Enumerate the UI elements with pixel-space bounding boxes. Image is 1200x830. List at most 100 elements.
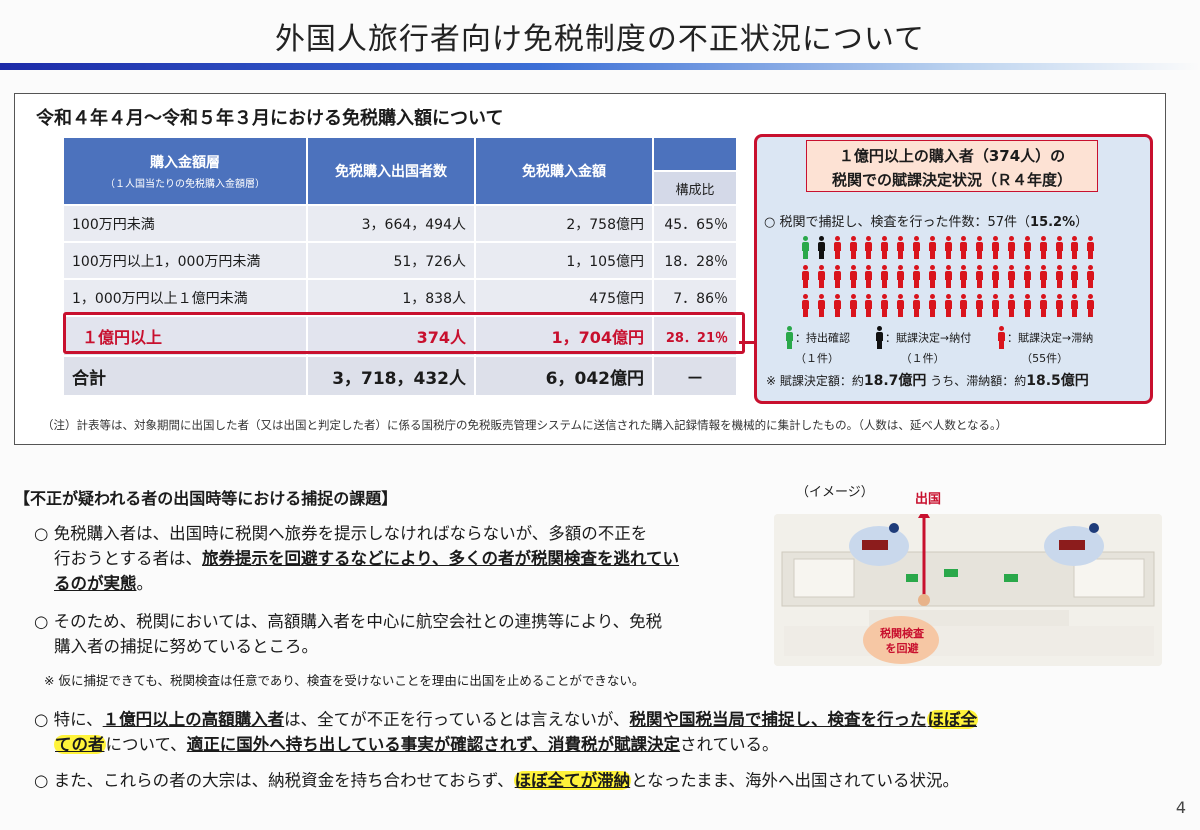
person-icon bbox=[800, 265, 811, 290]
person-icon bbox=[863, 265, 874, 290]
paragraph-3: ○ 特に、１億円以上の高額購入者は、全てが不正を行っているとは言えないが、税関や… bbox=[34, 707, 1154, 757]
person-icon bbox=[879, 265, 890, 290]
legend-black-label: ：賦課決定→納付 bbox=[885, 331, 972, 345]
inspection-count-line: ○ 税関で捕捉し、検査を行った件数：57件（15.2%） bbox=[764, 211, 1088, 230]
person-icon bbox=[927, 294, 938, 319]
cell-ratio: 7．86％ bbox=[654, 280, 738, 317]
p3-underline-1: １億円以上の高額購入者 bbox=[102, 710, 285, 729]
person-icon bbox=[816, 265, 827, 290]
cell-amount: 475億円 bbox=[476, 280, 654, 317]
legend-red-label: ：賦課決定→滞納 bbox=[1007, 331, 1094, 345]
person-icon bbox=[879, 236, 890, 261]
cell-tier: 100万円未満 bbox=[64, 206, 308, 243]
p3-text-2: について、 bbox=[105, 735, 187, 754]
person-icon bbox=[1006, 236, 1017, 261]
assessment-total: ※ 賦課決定額：約18.7億円 うち、滞納額：約18.5億円 bbox=[766, 370, 1089, 390]
legend-red: ：賦課決定→滞納 （55件） bbox=[996, 326, 1093, 366]
title-underline-bar bbox=[0, 63, 1200, 70]
p4-text-2: となったまま、海外へ出国されている状況。 bbox=[631, 771, 960, 790]
person-icon bbox=[1069, 294, 1080, 319]
cell-tier: 合計 bbox=[64, 357, 308, 397]
p2-line1: ○ そのため、税関においては、高額購入者を中心に航空会社との連携等により、免税 bbox=[34, 612, 663, 631]
person-black-icon bbox=[874, 326, 885, 351]
p1-underline: 旅券提示を回避するなどにより、多くの者が税関検査を逃れてい bbox=[202, 549, 680, 568]
person-icon bbox=[974, 265, 985, 290]
cell-people: 3，664，494人 bbox=[308, 206, 476, 243]
paragraph-1: ○ 免税購入者は、出国時に税関へ旅券を提示しなければならないが、多額の不正を 行… bbox=[34, 521, 774, 596]
p3-text-3: されている。 bbox=[680, 735, 779, 754]
person-icon bbox=[958, 236, 969, 261]
person-icon bbox=[1038, 236, 1049, 261]
person-icon bbox=[895, 236, 906, 261]
person-icon bbox=[895, 294, 906, 319]
person-icon bbox=[1038, 265, 1049, 290]
person-icon bbox=[1022, 236, 1033, 261]
page-title: 外国人旅行者向け免税制度の不正状況について bbox=[274, 22, 926, 57]
legend-black: ：賦課決定→納付 （１件） bbox=[874, 326, 971, 366]
legend-green-count: （１件） bbox=[795, 352, 839, 365]
person-icon bbox=[1054, 265, 1065, 290]
table-footnote: （注）計表等は、対象期間に出国した者（又は出国と判定した者）に係る国税庁の免税販… bbox=[42, 418, 1008, 432]
person-icon bbox=[990, 294, 1001, 319]
p1-text: 行おうとする者は、 bbox=[54, 549, 203, 568]
paragraph-4: ○ また、これらの者の大宗は、納税資金を持ち合わせておらず、ほぼ全てが滞納となっ… bbox=[34, 768, 1154, 793]
inspection-percent: 15.2% bbox=[1030, 215, 1076, 230]
person-icon bbox=[958, 294, 969, 319]
person-icon bbox=[1085, 236, 1096, 261]
p3-text-1: は、全てが不正を行っているとは言えないが、 bbox=[284, 710, 630, 729]
person-icon bbox=[816, 294, 827, 319]
cell-amount: 1，105億円 bbox=[476, 243, 654, 280]
person-icon bbox=[927, 236, 938, 261]
person-icon bbox=[911, 265, 922, 290]
page-number: 4 bbox=[1175, 798, 1186, 817]
cell-ratio: 45．65％ bbox=[654, 206, 738, 243]
p3-underline-2: 税関や国税当局で捕捉し、検査を行った bbox=[629, 710, 927, 729]
person-icon bbox=[911, 236, 922, 261]
p3-lead: ○ 特に、 bbox=[34, 710, 103, 729]
p3-highlight-2: ての者 bbox=[54, 735, 106, 754]
image-label: （イメージ） bbox=[796, 485, 874, 500]
table-row: 100万円未満 3，664，494人 2，758億円 45．65％ bbox=[64, 206, 738, 243]
person-icon bbox=[943, 265, 954, 290]
people-figure-grid bbox=[800, 236, 1100, 323]
person-icon bbox=[943, 294, 954, 319]
person-icon bbox=[1006, 265, 1017, 290]
bubble-line1: 税関検査 bbox=[880, 627, 924, 640]
header-tier-label: 購入金額層 bbox=[150, 155, 220, 171]
header-tier-sublabel: （１人国当たりの免税購入金額層） bbox=[105, 179, 265, 190]
people-row bbox=[800, 294, 1100, 323]
cell-people: 1，838人 bbox=[308, 280, 476, 317]
person-icon bbox=[1085, 265, 1096, 290]
person-icon bbox=[863, 294, 874, 319]
person-icon bbox=[943, 236, 954, 261]
inspection-suffix: ） bbox=[1075, 215, 1089, 230]
table-row-total: 合計 3，718，432人 6，042億円 － bbox=[64, 357, 738, 397]
total-delinquent: 18.5億円 bbox=[1026, 373, 1089, 389]
person-icon bbox=[1085, 294, 1096, 319]
total-assessed: 18.7億円 bbox=[863, 373, 927, 389]
person-icon bbox=[1054, 236, 1065, 261]
section2-heading: 【不正が疑われる者の出国時等における捕捉の課題】 bbox=[14, 489, 398, 508]
cell-ratio: － bbox=[654, 357, 738, 397]
cell-amount: 2，758億円 bbox=[476, 206, 654, 243]
paragraph-2: ○ そのため、税関においては、高額購入者を中心に航空会社との連携等により、免税 … bbox=[34, 609, 774, 659]
legend-red-count: （55件） bbox=[1021, 352, 1069, 365]
cell-people: 51，726人 bbox=[308, 243, 476, 280]
person-icon bbox=[1038, 294, 1049, 319]
legend-black-count: （１件） bbox=[900, 352, 945, 365]
cell-tier: 100万円以上1，000万円未満 bbox=[64, 243, 308, 280]
connector-line bbox=[739, 341, 759, 344]
person-icon bbox=[990, 236, 1001, 261]
purchase-table: 購入金額層 （１人国当たりの免税購入金額層） 免税購入出国者数 免税購入金額 構… bbox=[64, 138, 738, 397]
p3-highlight-1: ほぼ全 bbox=[926, 710, 979, 729]
total-mid: うち、滞納額：約 bbox=[926, 374, 1027, 388]
person-icon bbox=[1054, 294, 1065, 319]
cell-tier: １億円以上 bbox=[64, 317, 308, 357]
person-icon bbox=[1006, 294, 1017, 319]
exit-label: 出国 bbox=[915, 492, 942, 507]
person-icon bbox=[1069, 265, 1080, 290]
assessment-title: １億円以上の購入者（374人）の 税関での賦課決定状況（Ｒ４年度） bbox=[806, 140, 1098, 192]
person-icon bbox=[863, 236, 874, 261]
person-icon bbox=[958, 265, 969, 290]
airport-illustration: 税関検査 を回避 bbox=[774, 514, 1162, 666]
